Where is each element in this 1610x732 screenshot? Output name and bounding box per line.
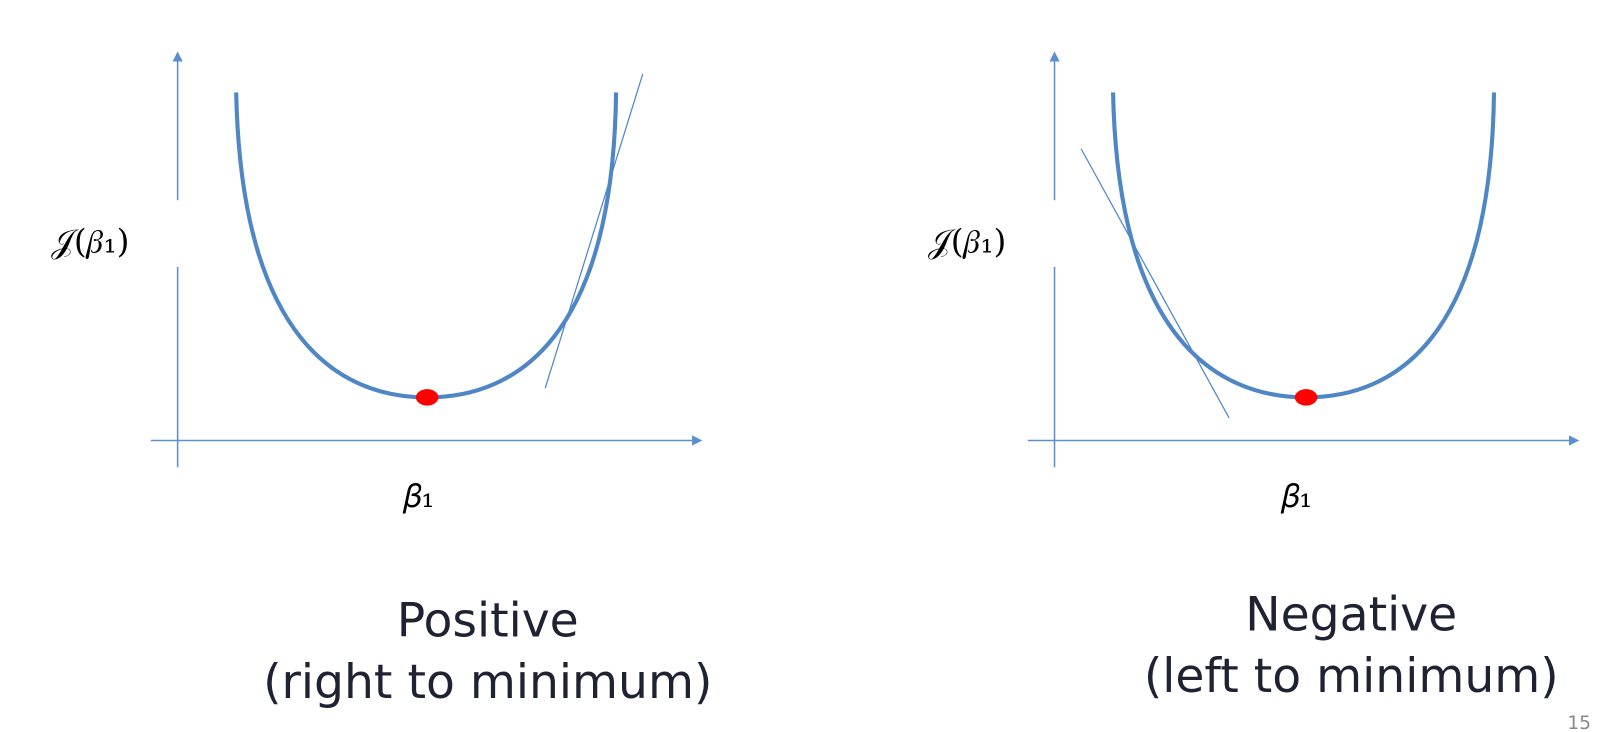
cost-curve bbox=[234, 92, 619, 400]
y-label: 𝒥(𝛽₁) bbox=[51, 223, 129, 261]
minimum-point bbox=[1294, 389, 1318, 406]
panel-negative: 𝒥(𝛽₁) 𝛽₁ Negative (left to minimum) bbox=[928, 51, 1580, 704]
minimum-point bbox=[415, 389, 439, 406]
page-number: 15 bbox=[1567, 713, 1591, 732]
cost-curve bbox=[1110, 92, 1497, 400]
tangent-line bbox=[544, 73, 644, 389]
caption-line: Negative bbox=[1245, 587, 1457, 642]
caption-line: Positive bbox=[397, 594, 579, 649]
x-label: 𝛽₁ bbox=[402, 477, 434, 515]
tangent-line bbox=[1080, 148, 1230, 419]
caption-line: (right to minimum) bbox=[263, 655, 712, 710]
x-label: 𝛽₁ bbox=[1280, 477, 1312, 515]
panel-positive: 𝒥(𝛽₁) 𝛽₁ Positive (right to minimum) bbox=[51, 51, 712, 710]
caption-line: (left to minimum) bbox=[1144, 649, 1559, 704]
y-label: 𝒥(𝛽₁) bbox=[928, 223, 1006, 261]
content: 𝒥(𝛽₁) 𝛽₁ Positive (right to minimum) 𝒥(𝛽… bbox=[51, 51, 1591, 732]
